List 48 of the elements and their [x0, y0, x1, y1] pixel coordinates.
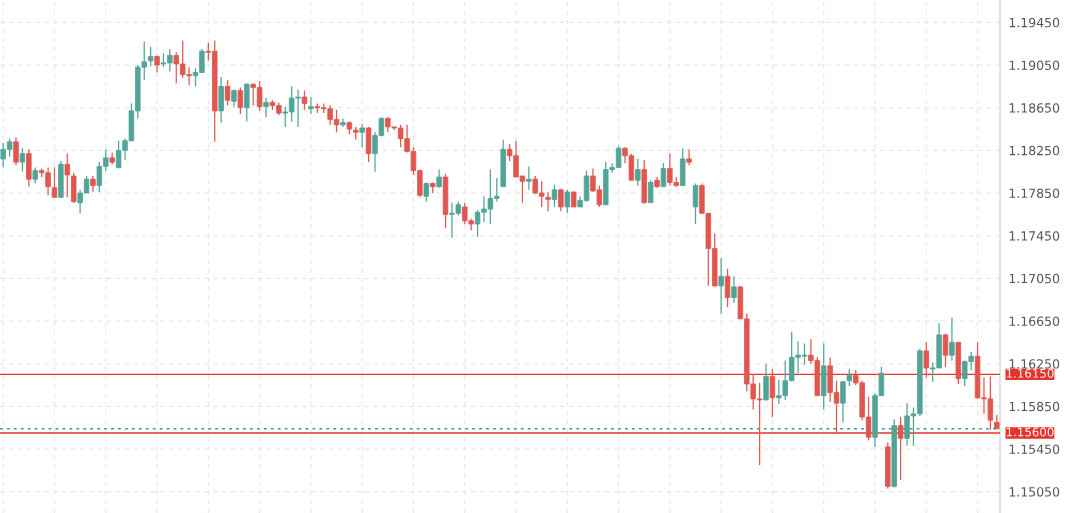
y-tick-label: 1.15850 [1009, 401, 1060, 412]
candlestick [147, 46, 154, 67]
candlestick [647, 179, 654, 204]
candlestick [13, 136, 19, 166]
candlestick [840, 380, 846, 423]
candlestick [692, 182, 699, 225]
candlestick [635, 158, 641, 187]
y-tick-label: 1.19050 [1009, 60, 1060, 70]
ref-line-label: 1.16150 [1006, 368, 1054, 378]
candlestick [359, 123, 365, 148]
y-tick-label: 1.15050 [1009, 487, 1060, 497]
candlestick [224, 79, 231, 107]
y-tick-label: 1.16250 [1009, 359, 1060, 369]
candlestick [263, 97, 269, 118]
candlestick [763, 363, 769, 401]
candlestick [90, 175, 96, 193]
candlestick [237, 86, 244, 115]
y-tick-label: 1.17850 [1009, 188, 1060, 198]
candlestick [545, 191, 551, 212]
candlestick [897, 416, 904, 481]
candlestick [724, 268, 731, 308]
ref-line-label: 1.15600 [1006, 427, 1054, 437]
candlestick [718, 257, 724, 315]
candlestick [436, 168, 442, 189]
y-tick-label: 1.17050 [1009, 273, 1060, 284]
candlestick [301, 90, 308, 111]
candlestick [769, 368, 776, 418]
candlestick [551, 183, 558, 208]
y-tick-label: 1.17450 [1009, 231, 1060, 241]
candlestick [686, 148, 692, 166]
y-tick-label: 1.18650 [1009, 103, 1060, 113]
candlestick [923, 341, 930, 379]
candlestick [244, 82, 250, 123]
y-tick-label: 1.18250 [1009, 145, 1060, 156]
candlestick [19, 147, 26, 173]
candlestick [340, 117, 346, 128]
y-tick-label: 1.15450 [1009, 444, 1060, 454]
y-tick-label: 1.19450 [1009, 17, 1060, 28]
y-tick-label: 1.16650 [1009, 316, 1060, 326]
candlestick [731, 275, 737, 304]
candlestick [942, 333, 949, 368]
candlestick [423, 181, 430, 203]
candlestick [564, 189, 571, 214]
candlestick [660, 162, 667, 188]
candlestick [526, 165, 532, 191]
candlestick [308, 96, 314, 115]
candlestick [51, 166, 58, 198]
candlestick [949, 317, 955, 362]
